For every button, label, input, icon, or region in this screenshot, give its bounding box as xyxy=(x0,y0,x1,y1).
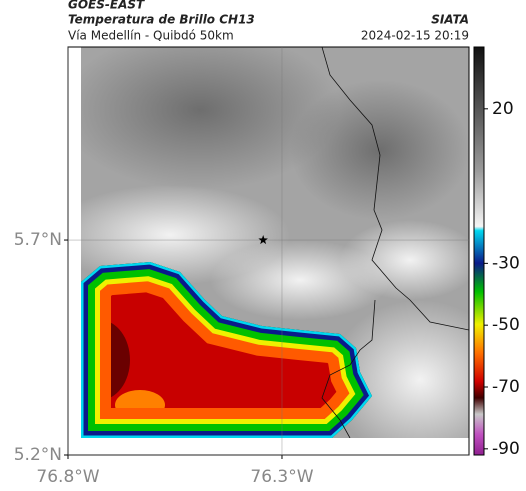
satellite-image xyxy=(81,47,469,438)
datetime: 2024-02-15 20:19 xyxy=(361,29,469,43)
y-tick-label: 5.2°N xyxy=(14,445,62,465)
satellite: GOES-EAST xyxy=(68,0,145,12)
colorbar-tick-label: -90 xyxy=(492,439,520,459)
source: SIATA xyxy=(431,13,469,27)
x-tick-label: 76.3°W xyxy=(250,467,313,487)
colorbar xyxy=(473,46,485,456)
colorbar-tick-label: -50 xyxy=(492,315,520,335)
location-marker xyxy=(258,235,268,245)
colorbar-tick-label: -70 xyxy=(492,377,520,397)
x-tick-label: 76.8°W xyxy=(36,467,99,487)
subtitle: Vía Medellín - Quibdó 50km xyxy=(68,29,234,43)
title: Temperatura de Brillo CH13 xyxy=(68,13,255,27)
y-tick-label: 5.7°N xyxy=(14,230,62,250)
colorbar-tick-label: -30 xyxy=(492,253,520,273)
colorbar-tick-label: 20 xyxy=(492,99,514,119)
